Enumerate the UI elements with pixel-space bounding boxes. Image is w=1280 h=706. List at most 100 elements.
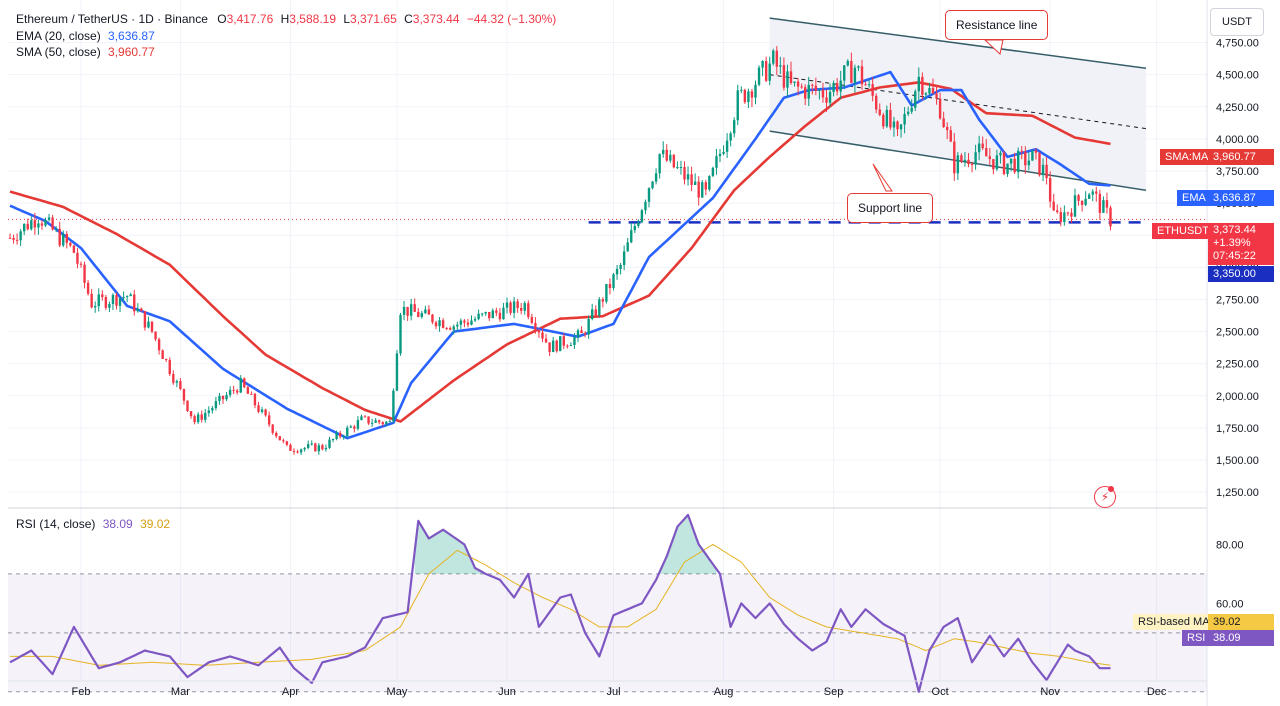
candle-body xyxy=(697,181,700,198)
candle-body xyxy=(314,443,317,452)
candle-body xyxy=(740,89,743,91)
candle-body xyxy=(896,121,899,130)
candle-body xyxy=(1006,163,1009,174)
candle-body xyxy=(23,223,26,232)
candle-body xyxy=(307,444,310,448)
candle-body xyxy=(267,415,271,425)
candle-body xyxy=(764,61,768,81)
ema-legend-label: EMA (20, close) xyxy=(16,29,101,43)
candle-body xyxy=(665,149,668,161)
candle-body xyxy=(101,294,104,298)
axes: 4,750.00 4,500.00 4,250.00 4,000.00 3,750.00… xyxy=(72,38,1259,698)
candle-body xyxy=(757,67,761,85)
candle-body xyxy=(292,450,296,452)
candle-body xyxy=(353,426,356,429)
candle-body xyxy=(90,293,93,308)
price-tick-label: 1,500.00 xyxy=(1216,455,1259,467)
candle-body xyxy=(505,302,509,308)
candle-body xyxy=(889,109,892,128)
candle-body xyxy=(768,63,771,81)
resistance-callout-pointer xyxy=(983,39,1004,55)
price-tag-change: +1.39% xyxy=(1213,237,1251,249)
candle-body xyxy=(346,427,349,437)
price-tick-label: 2,250.00 xyxy=(1216,359,1259,371)
candle-body xyxy=(573,337,576,346)
candle-body xyxy=(917,76,920,92)
candle-body xyxy=(108,303,111,308)
candle-body xyxy=(381,422,384,425)
candle-body xyxy=(118,298,122,306)
candle-body xyxy=(1084,198,1087,205)
candle-body xyxy=(953,141,956,174)
candle-body xyxy=(598,299,601,316)
candle-body xyxy=(441,320,445,328)
time-tick-label: Mar xyxy=(171,686,190,698)
lightning-icon[interactable]: ⚡ xyxy=(1094,486,1116,508)
candle-body xyxy=(395,353,399,391)
rsi-ma-line xyxy=(10,543,1111,666)
candle-body xyxy=(211,408,214,411)
candle-body xyxy=(981,143,984,149)
candle-body xyxy=(452,326,455,330)
candle-body xyxy=(839,80,842,92)
candle-body xyxy=(523,303,526,311)
sma-legend[interactable]: SMA (50, close) 3,960.77 xyxy=(16,45,155,59)
candle-body xyxy=(622,251,626,265)
candle-body xyxy=(633,226,636,231)
candle-body xyxy=(491,310,494,319)
candle-body xyxy=(463,320,466,323)
candle-body xyxy=(150,321,154,332)
candle-body xyxy=(1009,158,1013,164)
candle-body xyxy=(793,81,796,84)
time-tick-label: Nov xyxy=(1040,686,1060,698)
candle-body xyxy=(686,174,690,180)
candle-body xyxy=(161,350,164,359)
candle-body xyxy=(580,330,583,334)
rsi-tag-name: RSI xyxy=(1182,630,1211,646)
candle-body xyxy=(999,152,1002,156)
currency-button[interactable]: USDT xyxy=(1210,8,1264,36)
candle-body xyxy=(825,97,828,103)
candle-body xyxy=(466,322,470,325)
candle-body xyxy=(321,445,324,450)
candle-body xyxy=(225,395,228,400)
ema-legend-value: 3,636.87 xyxy=(108,29,155,43)
rsi-tick-label: 80.00 xyxy=(1216,539,1244,551)
candle-body xyxy=(125,296,129,298)
candle-body xyxy=(630,230,633,243)
candle-body xyxy=(683,167,686,180)
candle-body xyxy=(626,242,629,252)
candle-body xyxy=(1027,160,1031,166)
rsi-legend[interactable]: RSI (14, close) 38.09 39.02 xyxy=(16,517,170,531)
candle-body xyxy=(299,449,303,453)
time-tick-label: Jun xyxy=(498,686,516,698)
candle-body xyxy=(530,316,534,323)
rsi-legend-label: RSI (14, close) xyxy=(16,517,96,531)
candle-body xyxy=(974,152,977,165)
candle-body xyxy=(800,86,803,88)
candle-body xyxy=(179,381,182,389)
candle-body xyxy=(747,91,750,103)
candle-body xyxy=(821,89,825,98)
candle-body xyxy=(789,71,793,84)
chart-legend: Ethereum / TetherUS · 1D · Binance O3,41… xyxy=(16,12,556,26)
candle-body xyxy=(1070,212,1073,217)
candle-body xyxy=(977,143,981,153)
candle-body xyxy=(459,320,463,325)
time-tick-label: Dec xyxy=(1147,686,1167,698)
candle-body xyxy=(733,120,736,134)
candle-body xyxy=(147,321,150,328)
candle-body xyxy=(498,312,502,320)
candle-body xyxy=(850,60,853,83)
candle-body xyxy=(271,424,274,433)
candle-body xyxy=(157,339,161,351)
candle-body xyxy=(701,182,704,198)
candle-body xyxy=(715,156,718,168)
candle-body xyxy=(97,294,100,307)
ema-legend[interactable]: EMA (20, close) 3,636.87 xyxy=(16,29,155,43)
candle-body xyxy=(910,107,913,112)
candle-body xyxy=(360,416,363,421)
candle-body xyxy=(807,84,810,99)
candle-body xyxy=(885,109,889,127)
ema-tag-name: EMA xyxy=(1177,190,1211,206)
